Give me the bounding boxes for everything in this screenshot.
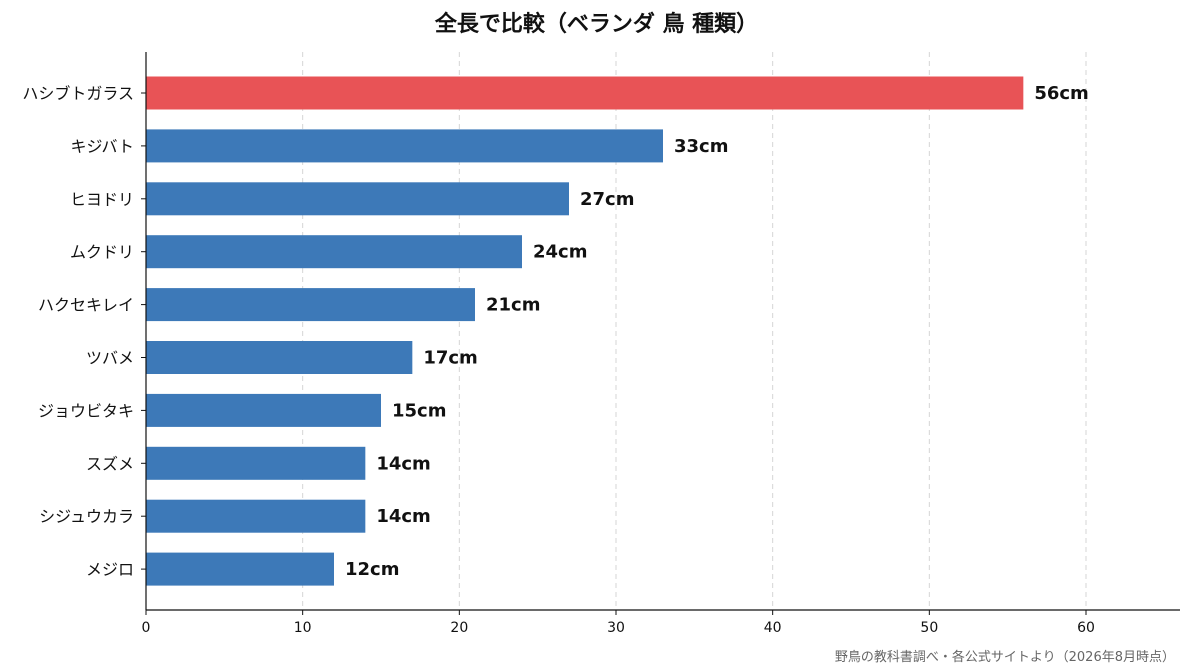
value-label: 15cm <box>392 400 446 421</box>
x-tick-label: 30 <box>607 620 625 636</box>
value-label: 56cm <box>1034 83 1088 104</box>
category-labels: ハシブトガラスキジバトヒヨドリムクドリハクセキレイツバメジョウビタキスズメシジュ… <box>22 84 146 579</box>
bar <box>146 182 569 216</box>
value-label: 14cm <box>376 506 430 527</box>
category-label: ハクセキレイ <box>38 296 134 315</box>
bar <box>146 288 475 322</box>
value-label: 17cm <box>423 348 477 369</box>
category-label: シジュウカラ <box>39 507 134 526</box>
bar <box>146 341 413 374</box>
value-label: 27cm <box>580 189 634 210</box>
x-tick-label: 50 <box>920 620 938 636</box>
category-label: ヒヨドリ <box>70 190 134 209</box>
x-axis-ticks: 0 10 20 30 40 50 60 <box>142 610 1095 636</box>
x-tick-label: 0 <box>142 620 151 636</box>
x-tick-label: 40 <box>764 620 782 636</box>
value-label: 12cm <box>345 559 399 580</box>
category-label: スズメ <box>86 454 134 473</box>
x-tick-label: 60 <box>1077 620 1095 636</box>
x-tick-label: 20 <box>450 620 468 636</box>
value-label: 21cm <box>486 295 540 316</box>
bar <box>146 499 366 533</box>
value-label: 24cm <box>533 242 587 263</box>
bar <box>146 129 663 163</box>
value-label: 33cm <box>674 136 728 157</box>
category-label: メジロ <box>86 560 134 579</box>
category-label: キジバト <box>70 137 134 156</box>
bar <box>146 446 366 480</box>
bar <box>146 393 381 427</box>
source-note: 野鳥の教科書調べ・各公式サイトより（2026年8月時点） <box>834 650 1175 665</box>
category-label: ツバメ <box>86 349 134 368</box>
bar <box>146 552 334 586</box>
category-label: ハシブトガラス <box>22 84 134 103</box>
bar <box>146 76 1024 110</box>
value-labels: 56cm 33cm 27cm 24cm 21cm 17cm 15cm 14cm 14cm 12cm <box>345 83 1089 580</box>
x-tick-label: 10 <box>294 620 312 636</box>
bar <box>146 235 522 269</box>
bars <box>146 76 1024 586</box>
value-label: 14cm <box>376 453 430 474</box>
category-label: ムクドリ <box>70 243 134 262</box>
category-label: ジョウビタキ <box>38 401 134 420</box>
chart-title: 全長で比較（ベランダ 鳥 種類） <box>434 12 759 37</box>
